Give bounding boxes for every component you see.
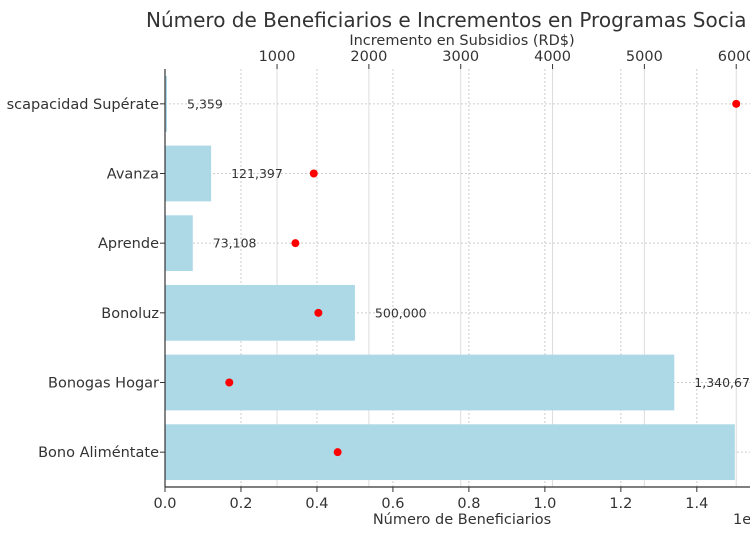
bar [165, 354, 675, 411]
x-tick-label: 1.0 [533, 496, 556, 512]
x2-tick-label: 2000 [350, 49, 387, 65]
category-label: Bonogas Hogar [48, 376, 159, 392]
bar-value-label: 500,000 [375, 305, 427, 320]
scatter-point [291, 239, 300, 248]
bar [165, 424, 735, 481]
bottom-axis-label: Número de Beneficiarios [373, 512, 551, 528]
scatter-point [309, 169, 318, 178]
x2-tick-label: 4000 [534, 49, 571, 65]
x-tick-label: 0.0 [153, 496, 176, 512]
category-label: scapacidad Supérate [7, 97, 159, 113]
x-tick-label: 0.6 [381, 496, 404, 512]
x-tick-label: 0.4 [305, 496, 328, 512]
bar-value-label: 1,340,67 [694, 375, 750, 390]
x2-tick-label: 6000 [718, 49, 750, 65]
x-tick-label: 1.4 [685, 496, 708, 512]
scatter-point [732, 99, 741, 108]
bar [165, 215, 193, 272]
x-tick-label: 0.8 [457, 496, 480, 512]
x2-tick-label: 3000 [442, 49, 479, 65]
bar [165, 145, 212, 202]
bar-value-label: 5,359 [187, 96, 223, 111]
scatter-point [333, 448, 342, 457]
category-label: Avanza [107, 167, 159, 183]
x-tick-label: 0.2 [229, 496, 252, 512]
category-label: Aprende [98, 236, 159, 252]
bar-value-label: 73,108 [213, 236, 257, 251]
chart-title: Número de Beneficiarios e Incrementos en… [146, 8, 747, 32]
bar [165, 284, 355, 341]
x2-tick-label: 1000 [259, 49, 296, 65]
bar-value-label: 121,397 [231, 166, 283, 181]
top-axis-label: Incremento en Subsidios (RD$) [349, 33, 574, 49]
offset-label: 1e [733, 512, 750, 528]
scatter-point [225, 378, 234, 387]
bar [165, 75, 168, 132]
category-label: Bonoluz [101, 306, 159, 322]
category-label: Bono Aliméntate [38, 445, 159, 461]
scatter-point [314, 308, 323, 317]
x2-tick-label: 5000 [626, 49, 663, 65]
x-tick-label: 1.2 [609, 496, 632, 512]
